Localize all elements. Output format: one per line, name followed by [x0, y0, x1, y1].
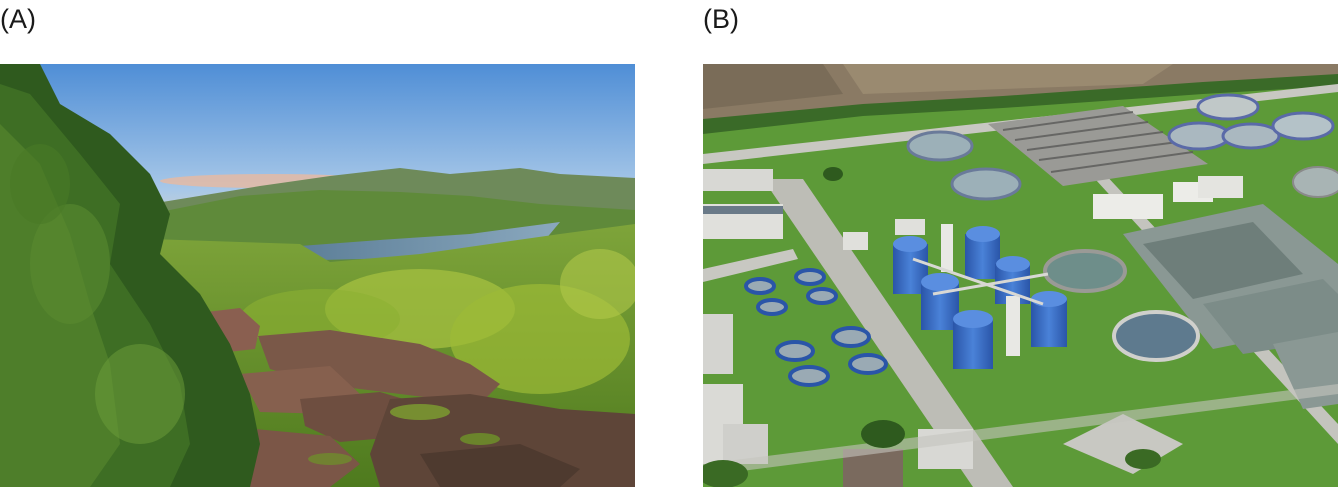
panel-label-b: (B): [703, 4, 739, 34]
treatment-plant-illustration: [703, 64, 1338, 487]
small-tanks: [744, 268, 888, 387]
treatment-plant-photo: [703, 64, 1338, 487]
landscape-illustration: [0, 64, 635, 487]
digester-tanks: [893, 224, 1067, 369]
panel-label-a: (A): [0, 4, 36, 34]
landscape-photo: [0, 64, 635, 487]
